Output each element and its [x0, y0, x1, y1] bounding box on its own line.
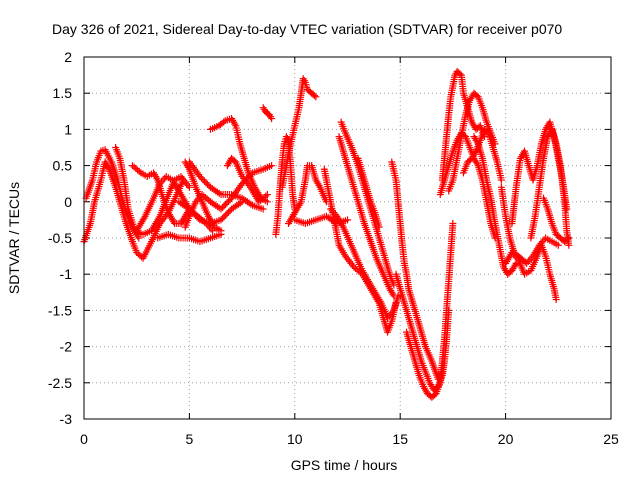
series-sat-k [185, 158, 267, 213]
data-point [203, 180, 211, 188]
data-point [521, 258, 529, 266]
series-sat-ad [470, 133, 520, 278]
series-sat-o [278, 75, 320, 191]
series-sat-i [175, 198, 246, 228]
data-point [217, 227, 225, 235]
data-point [225, 197, 233, 205]
data-point [187, 207, 195, 215]
x-tick-label: 5 [186, 431, 194, 447]
y-tick-label: -2 [60, 339, 73, 355]
data-point [197, 174, 205, 182]
chart-title: Day 326 of 2021, Sidereal Day-to-day VTE… [52, 21, 562, 37]
data-point [310, 92, 318, 100]
y-tick-label: -3 [60, 411, 73, 427]
series-sat-t [335, 133, 398, 300]
data-point [191, 211, 199, 219]
data-point [449, 220, 457, 228]
data-point [196, 172, 204, 180]
series-sat-s [327, 205, 402, 322]
series-sat-ai [540, 194, 573, 246]
data-point [262, 192, 270, 200]
data-point [268, 162, 276, 170]
y-tick-label: 0.5 [53, 158, 73, 174]
data-point [563, 235, 571, 243]
series-sat-v [354, 154, 383, 231]
series-sat-p [284, 162, 330, 228]
data-point [135, 167, 143, 175]
series-sat-ac [459, 125, 505, 184]
data-point [390, 292, 398, 300]
series-sat-y [403, 220, 457, 401]
x-tick-label: 25 [603, 431, 619, 447]
series-sat-m [259, 104, 276, 123]
data-point [185, 205, 193, 213]
x-tick-labels: 0 5 10 15 20 25 [80, 431, 619, 447]
data-point [219, 214, 227, 222]
series-sat-ae [497, 183, 562, 267]
x-tick-label: 0 [80, 431, 88, 447]
x-axis-label: GPS time / hours [291, 457, 398, 473]
data-point [456, 70, 464, 78]
data-point [190, 210, 198, 218]
data-point [312, 93, 320, 101]
y-tick-label: 1 [64, 121, 72, 137]
y-tick-labels: -3 -2.5 -2 -1.5 -1 -0.5 0 0.5 1 1.5 2 [48, 49, 72, 427]
data-point [220, 118, 228, 126]
data-point [552, 296, 560, 304]
y-tick-label: -1.5 [48, 302, 72, 318]
data-point [263, 198, 271, 206]
data-point [259, 205, 267, 213]
data-point [225, 208, 233, 216]
y-tick-label: 1.5 [53, 85, 73, 101]
y-tick-label: -1 [60, 266, 73, 282]
data-point [161, 174, 169, 182]
data-point [565, 234, 573, 242]
series-sat-n [272, 133, 299, 238]
plot-frame [83, 56, 612, 420]
data-point [344, 216, 351, 224]
series-sat-ag [527, 125, 573, 249]
series-sat-j [206, 115, 271, 206]
data-point [223, 210, 231, 218]
data-point [219, 203, 227, 211]
series-sat-u [337, 118, 398, 289]
x-tick-label: 15 [392, 431, 408, 447]
data-point [263, 191, 271, 199]
data-point [220, 213, 228, 221]
data-point [209, 227, 217, 235]
series-sat-q [291, 212, 351, 228]
data-point [222, 211, 230, 219]
data-point [194, 214, 202, 222]
data-point [565, 241, 573, 249]
data-point [220, 202, 228, 210]
data-point [554, 241, 562, 249]
y-tick-label: -0.5 [48, 230, 72, 246]
y-tick-label: -2.5 [48, 375, 72, 391]
data-point [222, 200, 230, 208]
x-tick-label: 10 [287, 431, 303, 447]
data-marks [80, 67, 573, 401]
data-point [217, 205, 225, 213]
x-tick-label: 20 [498, 431, 514, 447]
y-tick-label: 2 [64, 49, 72, 65]
data-point [185, 183, 193, 191]
y-tick-label: 0 [64, 194, 72, 210]
data-point [202, 179, 210, 187]
data-point [375, 223, 383, 231]
data-point [223, 199, 231, 207]
series-sat-ah [502, 241, 560, 304]
data-point [200, 177, 208, 185]
data-point [188, 208, 196, 216]
series-sat-ab [445, 89, 499, 195]
y-axis-label: SDTVAR / TECUs [6, 182, 22, 294]
data-point [217, 216, 225, 224]
data-point [199, 176, 207, 184]
data-point [193, 213, 201, 221]
series-sat-l [223, 154, 271, 206]
data-point [268, 115, 276, 123]
series-sat-w [388, 158, 446, 383]
data-point [497, 176, 505, 184]
series-sat-f [154, 230, 225, 246]
